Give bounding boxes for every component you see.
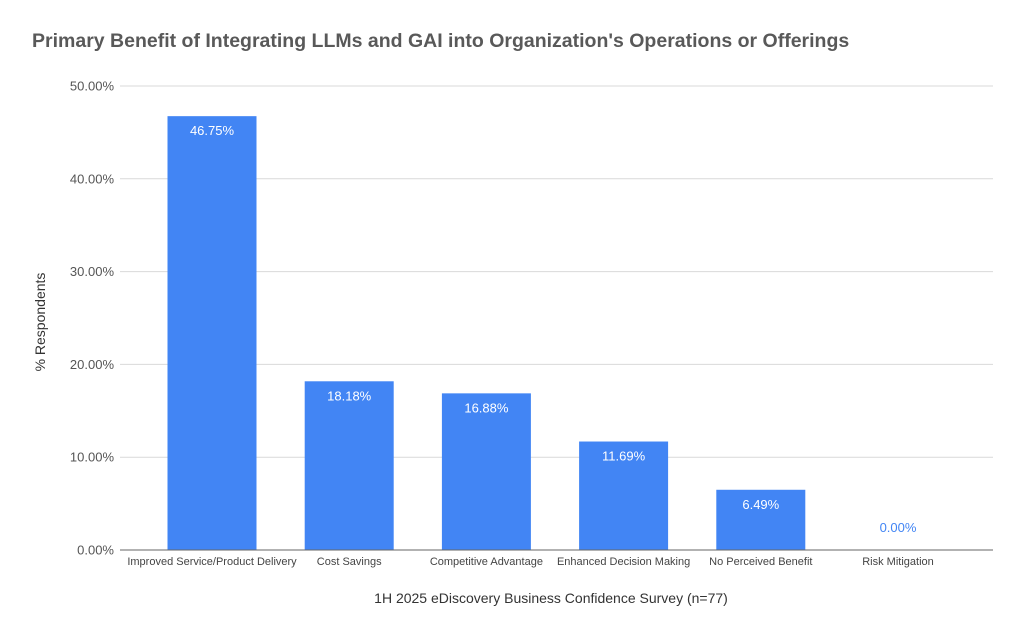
y-tick-label: 40.00% xyxy=(70,171,115,186)
bar-no-perceived-benefit xyxy=(716,489,806,550)
y-tick-label: 30.00% xyxy=(70,264,115,279)
category-label-risk-mitigation: Risk Mitigation xyxy=(862,556,934,568)
data-label-improved-service-product-delivery: 46.75% xyxy=(190,123,235,138)
y-axis-title: % Respondents xyxy=(32,273,48,372)
category-label-improved-service-product-delivery: Improved Service/Product Delivery xyxy=(127,556,297,568)
data-label-competitive-advantage: 16.88% xyxy=(464,400,509,415)
bars xyxy=(167,116,806,550)
data-label-cost-savings: 18.18% xyxy=(327,388,372,403)
category-label-enhanced-decision-making: Enhanced Decision Making xyxy=(557,556,690,568)
bar-improved-service-product-delivery xyxy=(167,116,257,550)
category-label-competitive-advantage: Competitive Advantage xyxy=(430,556,543,568)
y-tick-label: 20.00% xyxy=(70,357,115,372)
data-label-no-perceived-benefit: 6.49% xyxy=(742,497,779,512)
bar-cost-savings xyxy=(304,381,394,550)
data-label-enhanced-decision-making: 11.69% xyxy=(602,449,646,464)
y-axis-tick-labels: 0.00% 10.00% 20.00% 30.00% 40.00% 50.00% xyxy=(70,79,115,558)
bar-competitive-advantage xyxy=(441,393,531,550)
category-label-cost-savings: Cost Savings xyxy=(317,556,382,568)
data-labels: 46.75% 18.18% 16.88% 11.69% 6.49% 0.00% xyxy=(190,123,917,535)
bar-enhanced-decision-making xyxy=(579,441,669,550)
x-axis-category-labels: Improved Service/Product Delivery Cost Sa… xyxy=(127,556,933,568)
gridlines xyxy=(120,85,993,458)
data-label-risk-mitigation: 0.00% xyxy=(880,520,917,535)
x-axis-title: 1H 2025 eDiscovery Business Confidence S… xyxy=(374,590,728,606)
chart-title: Primary Benefit of Integrating LLMs and … xyxy=(32,30,850,52)
category-label-no-perceived-benefit: No Perceived Benefit xyxy=(709,556,812,568)
y-tick-label: 0.00% xyxy=(77,543,114,558)
y-tick-label: 10.00% xyxy=(70,450,115,465)
y-tick-label: 50.00% xyxy=(70,79,115,94)
